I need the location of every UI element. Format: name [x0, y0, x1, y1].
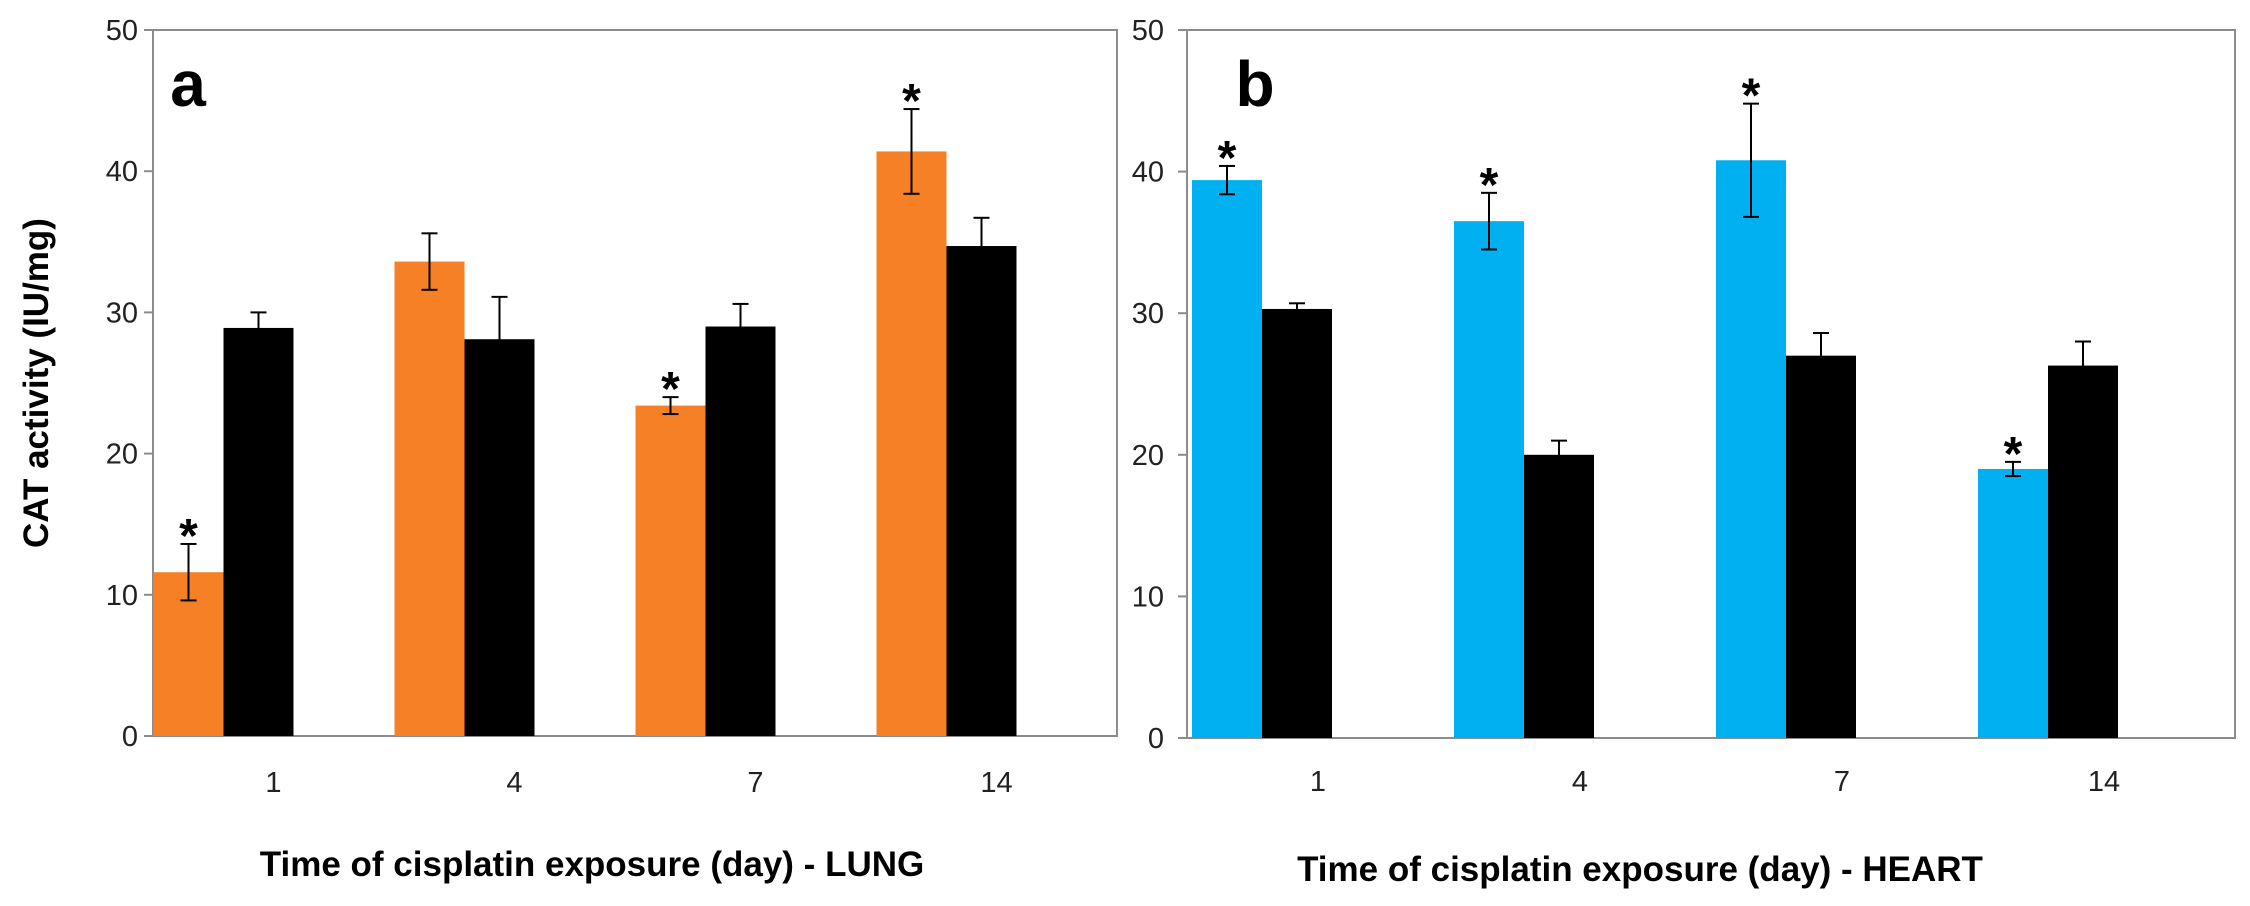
panel-b-heart-chart: 0 10 20 30 40 50 * 1 * 4 * 7 * 14 b Time of cisplatin e…	[1132, 15, 2236, 889]
y-tick-label: 50	[1132, 15, 1164, 47]
x-tick-label: 7	[747, 767, 763, 799]
significance-asterisk: *	[2004, 428, 2023, 481]
x-tick-label: 4	[506, 767, 522, 799]
y-tick-label: 30	[1132, 298, 1164, 330]
x-tick-label: 14	[980, 767, 1012, 799]
y-tick-label: 0	[1148, 723, 1164, 755]
y-tick-label: 20	[106, 439, 138, 471]
panel-letter: b	[1235, 48, 1274, 120]
panel-letter: a	[170, 48, 206, 120]
bar-control-day-1	[1262, 308, 1332, 738]
significance-asterisk: *	[661, 363, 680, 416]
y-tick-label: 20	[1132, 440, 1164, 472]
bar-cisplatin-day-7	[1716, 160, 1786, 739]
significance-asterisk: *	[1218, 132, 1237, 185]
bar-control-day-7	[705, 326, 776, 736]
bar-control-day-1	[223, 327, 294, 736]
significance-asterisk: *	[179, 510, 198, 563]
bar-cisplatin-day-1	[1192, 180, 1262, 738]
y-tick-label: 30	[106, 297, 138, 329]
x-axis-title: Time of cisplatin exposure (day) - LUNG	[260, 845, 924, 884]
bar-control-day-14	[946, 246, 1017, 736]
y-tick-label: 40	[1132, 157, 1164, 189]
bar-cisplatin-day-14	[1978, 468, 2048, 738]
bar-control-day-7	[1786, 355, 1856, 738]
bar-cisplatin-day-7	[635, 405, 706, 736]
y-tick-label: 10	[106, 580, 138, 612]
y-tick-label: 40	[106, 156, 138, 188]
x-axis-title: Time of cisplatin exposure (day) - HEART	[1297, 850, 1983, 889]
significance-asterisk: *	[1480, 159, 1499, 212]
x-tick-label: 14	[2088, 766, 2120, 798]
bar-cisplatin-day-14	[876, 151, 947, 736]
significance-asterisk: *	[902, 75, 921, 128]
x-tick-label: 1	[1310, 766, 1326, 798]
bar-control-day-4	[1524, 454, 1594, 738]
y-tick-label: 10	[1132, 581, 1164, 613]
y-axis-title: CAT activity (IU/mg)	[17, 218, 56, 548]
bar-control-day-4	[464, 339, 535, 736]
plot-frame	[152, 29, 1118, 737]
x-tick-label: 4	[1572, 766, 1588, 798]
bar-control-day-14	[2048, 365, 2118, 738]
plot-frame	[1186, 29, 2236, 739]
x-tick-label: 7	[1834, 766, 1850, 798]
significance-asterisk: *	[1742, 70, 1761, 123]
y-tick-label: 0	[122, 721, 138, 753]
bar-cisplatin-day-4	[1454, 221, 1524, 738]
x-tick-label: 1	[265, 767, 281, 799]
y-tick-label: 50	[106, 15, 138, 47]
bar-cisplatin-day-4	[394, 261, 465, 736]
